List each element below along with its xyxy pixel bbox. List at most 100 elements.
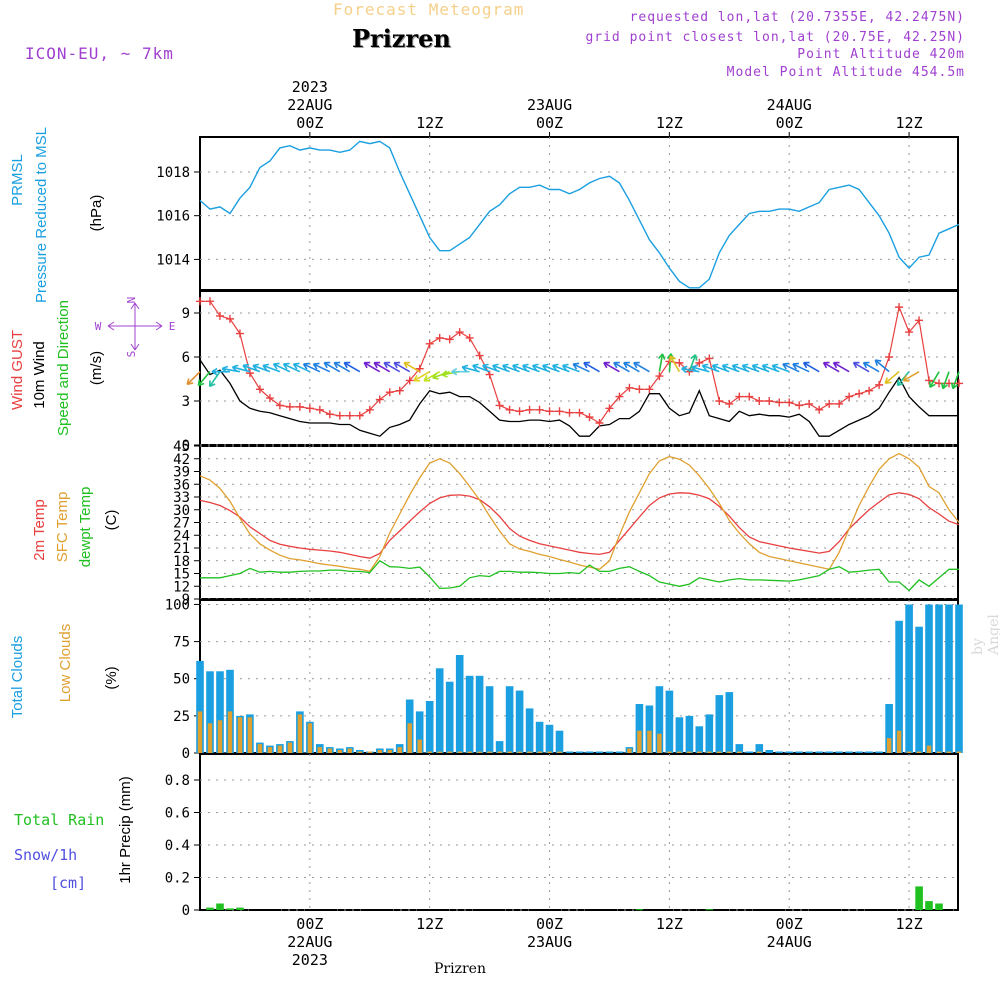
y-tick-label: 42 <box>173 452 190 468</box>
wind-arrow-shaft <box>423 370 441 382</box>
wind-direction-arrow <box>669 355 681 373</box>
low-cloud-bar <box>467 751 472 753</box>
total-cloud-bar <box>845 751 853 753</box>
y-tick-label: 45 <box>173 439 190 455</box>
gust-marker <box>795 401 804 410</box>
low-cloud-bar <box>297 714 303 753</box>
total-cloud-bar <box>855 751 863 753</box>
top-time-label: 23AUG <box>527 96 572 114</box>
wind-arrow-shaft <box>532 364 550 373</box>
wind-arrow-shaft <box>186 371 201 385</box>
wind-arrow-head <box>242 363 250 371</box>
gust-marker <box>325 410 334 419</box>
wind-direction-arrow <box>532 363 550 373</box>
y-tick-label: 0 <box>182 903 190 919</box>
wind-direction-arrow <box>771 363 790 373</box>
top-time-label: 22AUG <box>287 96 332 114</box>
low-cloud-bar <box>217 720 223 753</box>
rain-bar <box>925 901 933 910</box>
wind-direction-arrow <box>423 370 441 382</box>
wind-arrow-head <box>403 361 411 369</box>
wind-direction-arrow <box>262 363 281 373</box>
wind-arrow-head <box>551 363 559 371</box>
wind-direction-arrow <box>902 370 920 382</box>
gust-marker <box>615 392 624 401</box>
wind-arrow-head <box>583 361 590 369</box>
total-cloud-bar <box>495 741 504 753</box>
total-cloud-bar <box>835 751 843 753</box>
wind-arrow-head <box>186 378 194 386</box>
low-cloud-bar <box>257 744 263 753</box>
compass-south: S <box>125 351 138 358</box>
low-cloud-bar <box>387 750 392 753</box>
wind-direction-arrow <box>751 363 770 373</box>
low-cloud-bar <box>317 747 322 753</box>
total-cloud-bar <box>935 604 943 753</box>
rain-bar <box>216 903 224 910</box>
low-cloud-bar <box>886 738 892 753</box>
wind-arrow-head <box>802 361 810 369</box>
top-time-label: 24AUG <box>767 96 812 114</box>
wind-arrow-shaft <box>712 364 730 373</box>
wind-direction-arrow <box>701 363 720 373</box>
wind-direction-arrow <box>792 362 810 373</box>
wind-direction-arrow <box>186 371 201 386</box>
wind-direction-arrow <box>231 364 251 373</box>
low-cloud-bar <box>956 751 962 753</box>
gust-marker <box>196 297 204 306</box>
low-cloud-bar <box>427 751 432 753</box>
wind-direction-arrow <box>312 362 331 373</box>
compass-rose <box>107 302 163 351</box>
wind-arrow-shaft <box>691 366 710 373</box>
total-cloud-bar <box>905 604 913 753</box>
wind-arrow-head <box>312 362 320 370</box>
wind-arrow-head <box>681 365 688 374</box>
gust-marker <box>475 351 484 360</box>
wind-arrow-head <box>197 379 205 387</box>
low-cloud-bar <box>757 751 762 753</box>
wind-arrow-head <box>761 363 769 371</box>
total-cloud-bar <box>535 721 544 753</box>
wind-direction-arrow <box>613 361 630 373</box>
y-tick-label: 9 <box>182 592 190 608</box>
top-time-label: 2023 <box>292 78 328 96</box>
gust-marker <box>565 408 574 417</box>
low-cloud-bar <box>227 711 233 753</box>
wind-arrow-head <box>822 361 830 369</box>
wind-arrow-shaft <box>722 364 740 373</box>
wind-direction-arrow <box>323 361 341 373</box>
y-tick-label: 30 <box>173 503 190 519</box>
gust-marker <box>925 376 934 385</box>
wind-arrow-shaft <box>742 364 760 373</box>
low-cloud-bar <box>637 730 642 753</box>
wind-direction-arrow <box>572 362 590 373</box>
rain-bar <box>236 907 244 910</box>
wind-arrow-head <box>731 363 739 371</box>
total-cloud-bar <box>885 704 893 753</box>
wind-arrow-head <box>502 363 509 371</box>
gust-marker <box>285 402 294 411</box>
low-cloud-bar <box>497 751 502 753</box>
y-tick-label: 3 <box>182 394 190 410</box>
gust-marker <box>315 405 324 414</box>
gust-marker <box>405 376 414 385</box>
gust-marker <box>695 358 704 367</box>
total-cloud-bar <box>435 668 444 753</box>
gust-marker <box>305 404 314 413</box>
wind-arrow-shaft <box>681 367 700 373</box>
wind-arrow-head <box>669 355 677 363</box>
low-cloud-bar <box>277 745 283 753</box>
wind-arrow-shaft <box>952 371 960 389</box>
wind-direction-arrow <box>502 363 520 373</box>
wind-direction-arrow <box>522 363 540 373</box>
total-clouds-label: Total Clouds <box>9 636 26 719</box>
wind-arrow-head <box>432 372 439 380</box>
low-cloud-bar <box>657 733 662 753</box>
wind-arrow-shaft <box>462 366 480 373</box>
rain-bar <box>226 908 234 910</box>
low-cloud-bar <box>307 723 313 753</box>
total-cloud-bar <box>685 715 694 753</box>
total-cloud-bar <box>915 626 923 753</box>
wind-arrow-head <box>282 362 290 370</box>
wind-arrow-head <box>782 362 789 370</box>
